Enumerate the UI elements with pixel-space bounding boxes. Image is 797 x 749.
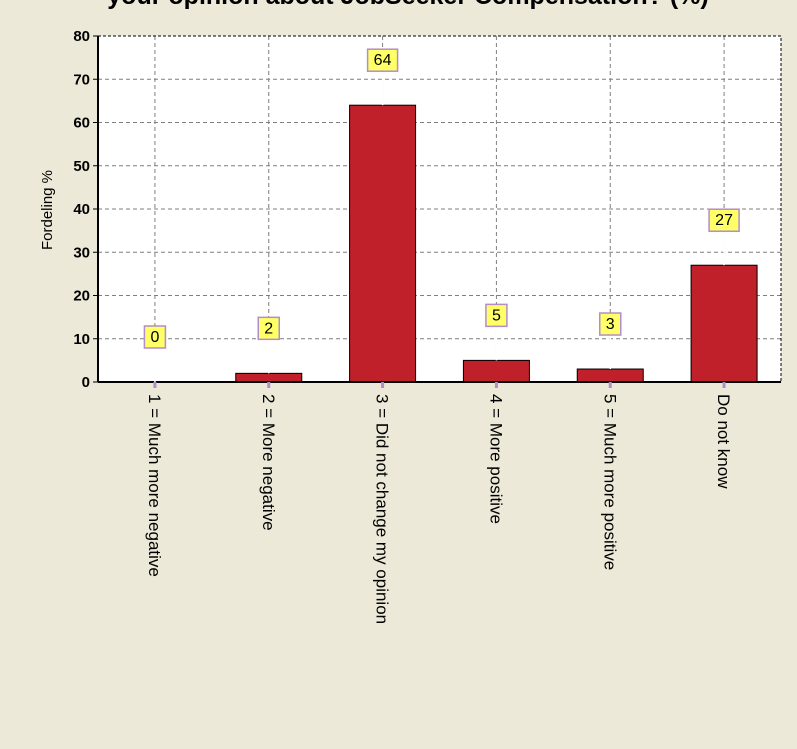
data-label-box: [599, 312, 622, 336]
data-label-box: [366, 48, 399, 72]
bar: [349, 104, 417, 383]
bar: [690, 264, 758, 383]
y-tick-label: 30: [73, 244, 90, 261]
x-tick-label: 1 = Much more negative: [145, 394, 164, 577]
x-tick-label: 4 = More positive: [486, 394, 505, 524]
y-tick-label: 0: [82, 374, 90, 391]
bars: [235, 104, 758, 383]
bar: [576, 368, 644, 383]
data-label-box: [708, 208, 740, 232]
y-tick-label: 50: [73, 158, 90, 175]
y-tick-label: 60: [73, 115, 90, 132]
chart-title: your opinion about JobSeeker Compensatio…: [107, 0, 708, 10]
x-tick-label: 5 = Much more positive: [600, 394, 619, 570]
x-tick-label: 2 = More negative: [259, 394, 278, 531]
data-label: 64: [374, 52, 392, 69]
y-axis-title: Fordeling %: [39, 170, 56, 250]
bar: [462, 359, 530, 383]
data-label: 27: [715, 212, 733, 229]
y-tick-label: 80: [73, 28, 90, 45]
y-tick-label: 10: [73, 331, 90, 348]
y-tick-label: 70: [73, 71, 90, 88]
data-label: 3: [606, 316, 615, 333]
bar: [235, 372, 303, 383]
data-label: 2: [264, 320, 273, 337]
data-label: 5: [492, 307, 501, 324]
data-label-box: [143, 325, 167, 349]
x-tick-label: Do not know: [714, 394, 733, 489]
plot-area: [98, 36, 781, 382]
data-label-box: [257, 316, 280, 341]
data-labels: 0 2 64 5 3 27: [143, 48, 740, 382]
data-label-box: [485, 303, 508, 328]
grid-lines: [98, 36, 781, 382]
data-label: 0: [150, 329, 159, 346]
y-tick-label: 20: [73, 288, 90, 305]
y-tick-label: 40: [73, 201, 90, 218]
x-tick-label: 3 = Did not change my opinion: [373, 394, 392, 624]
